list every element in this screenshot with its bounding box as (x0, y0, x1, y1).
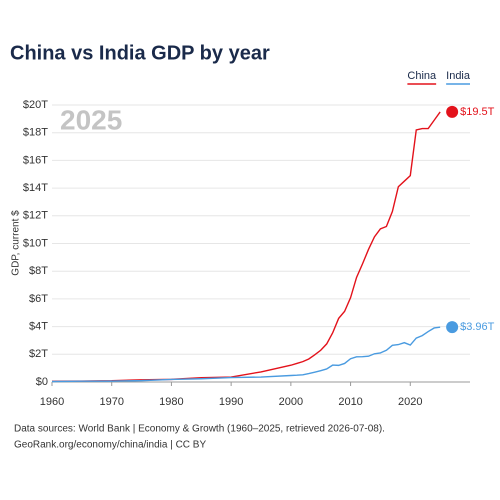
line-series (51, 326, 441, 383)
end-label: $19.5T (460, 106, 495, 118)
y-tick-label: $20T (23, 99, 48, 111)
y-tick-label: $2T (29, 348, 48, 360)
source-text: GeoRank.org/economy/china/india | CC BY (14, 440, 206, 451)
end-marker (446, 321, 459, 334)
x-tick-label: 2020 (398, 396, 422, 408)
y-tick-label: $16T (23, 154, 48, 166)
chart-title: China vs India GDP by year (10, 42, 270, 64)
y-tick-label: $8T (29, 265, 48, 277)
y-tick-label: $0 (36, 376, 48, 388)
y-tick-label: $14T (23, 182, 48, 194)
y-tick-label: $6T (29, 293, 48, 305)
source-text: Data sources: World Bank | Economy & Gro… (14, 424, 385, 435)
x-tick-label: 1990 (219, 396, 243, 408)
x-tick-label: 2000 (279, 396, 303, 408)
y-tick-label: $10T (23, 237, 48, 249)
y-axis-label: GDP, current $ (11, 210, 22, 276)
x-tick-label: 1980 (159, 396, 183, 408)
end-label: $3.96T (460, 321, 495, 333)
legend-label: India (446, 70, 471, 82)
end-marker (446, 105, 459, 118)
year-label: 2025 (60, 104, 122, 135)
line-series (51, 111, 441, 382)
y-tick-label: $12T (23, 210, 48, 222)
y-tick-label: $4T (29, 321, 48, 333)
y-tick-label: $18T (23, 127, 48, 139)
x-tick-label: 1970 (99, 396, 123, 408)
legend-label: China (407, 70, 437, 82)
x-tick-label: 1960 (40, 396, 64, 408)
x-tick-label: 2010 (338, 396, 362, 408)
